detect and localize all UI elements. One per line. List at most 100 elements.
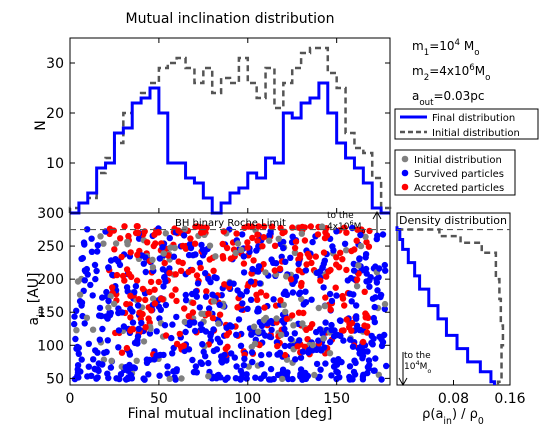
scatter-point [297,354,305,361]
scatter-point [333,292,340,299]
scatter-point [258,360,265,368]
scatter-point [132,283,140,290]
scatter-point [227,255,235,262]
scatter-point [361,288,368,295]
scatter-point [190,368,198,376]
scatter-point [271,267,278,274]
scatter-point [322,319,329,326]
scatter-point [173,313,180,321]
scatter-point [292,273,300,281]
mass-annotation: m2=4x106Mo [412,63,490,83]
scatter-point [118,349,126,356]
scatter-point [308,296,315,303]
scatter-point [355,270,362,277]
scatter-ytick-label: 300 [37,206,64,222]
scatter-point [373,235,380,243]
scatter-point [166,375,173,382]
scatter-point [226,279,234,287]
scatter-point [197,359,204,366]
scatter-point [240,253,247,260]
scatter-point [85,363,93,370]
scatter-point [297,289,304,296]
scatter-point [215,320,222,327]
scatter-ytick-label: 150 [37,305,64,321]
scatter-point [289,312,296,319]
scatter-point [281,228,288,235]
histogram-legend-label: Initial distribution [432,128,520,139]
scatter-point [307,223,314,230]
scatter-point [81,320,88,327]
scatter-point [133,223,141,230]
arrow-up-head [372,210,382,220]
scatter-point [278,253,285,260]
scatter-point [112,240,120,247]
density-xtick-label: 0.08 [438,391,469,407]
scatter-point [118,309,126,316]
scatter-point [121,223,128,230]
scatter-point [289,233,296,240]
scatter-point [72,335,79,343]
scatter-point [311,371,318,379]
scatter-point [169,321,176,328]
scatter-point [261,371,268,378]
scatter-point [280,238,287,246]
scatter-point [222,376,229,383]
histogram-ylabel: N [33,120,49,130]
scatter-point [127,371,135,379]
scatter-point [255,328,262,335]
scatter-point [377,291,385,299]
scatter-legend-label: Initial distribution [414,155,502,166]
scatter-point [170,253,178,260]
scatter-point [205,310,212,317]
scatter-point [334,331,341,339]
scatter-point [241,355,248,362]
scatter-point [317,366,324,373]
scatter-point [140,375,147,382]
scatter-point [159,266,167,273]
scatter-point [244,244,251,251]
scatter-point [199,326,206,333]
scatter-point [92,347,99,354]
scatter-point [109,284,116,291]
scatter-point [326,290,334,298]
scatter-point [256,280,263,287]
scatter-point [356,348,364,355]
scatter-point [253,291,260,298]
scatter-point [268,223,276,230]
scatter-point [323,232,331,239]
scatter-point [273,315,280,322]
scatter-point [243,288,250,295]
scatter-point [202,270,209,277]
scatter-point [319,264,326,271]
scatter-point [237,291,244,298]
scatter-point [162,301,170,309]
scatter-point [198,310,205,317]
scatter-point [275,235,282,242]
scatter-xlabel: Final mutual inclination [deg] [128,406,333,422]
scatter-point [303,261,310,268]
scatter-point [94,248,101,255]
scatter-point [328,321,335,329]
scatter-point [336,317,344,324]
scatter-point [83,314,91,321]
scatter-point [274,342,281,350]
scatter-point [295,309,303,316]
scatter-point [162,230,169,237]
scatter-point [381,261,388,269]
scatter-point [75,344,83,352]
scatter-point [220,255,227,262]
scatter-point [180,342,187,349]
histogram-title: Mutual inclination distribution [126,11,335,27]
scatter-point [297,366,305,373]
scatter-point [240,260,248,267]
scatter-point [298,295,305,303]
scatter-point [266,232,273,239]
scatter-point [341,302,348,309]
scatter-point [237,376,244,383]
scatter-point [343,229,350,236]
scatter-point [365,243,373,250]
scatter-point [376,265,383,272]
scatter-point [313,360,321,368]
scatter-point [155,278,162,286]
scatter-point [283,315,291,323]
